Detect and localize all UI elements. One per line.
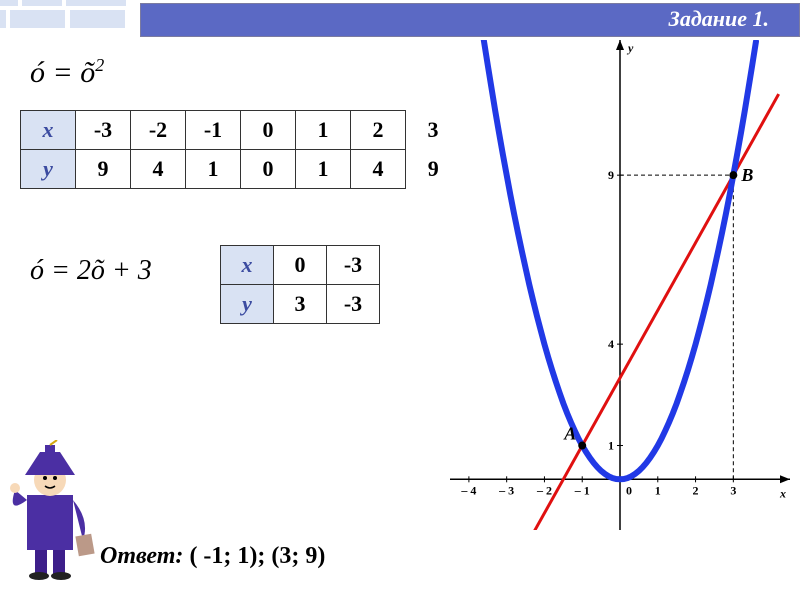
svg-text:А: А [563,424,576,444]
svg-text:3: 3 [730,483,736,497]
table2-x-1: -3 [327,246,380,285]
answer: Ответ: ( -1; 1); (3; 9) [100,543,325,570]
table1-y-2: 1 [186,150,241,189]
svg-text:9: 9 [608,168,614,182]
task-title: Задание 1. [669,4,799,32]
table1-y-0: 9 [76,150,131,189]
table1-x-2: -1 [186,111,241,150]
table1-x-4: 1 [296,111,351,150]
corner-decoration [0,0,140,32]
svg-text:4: 4 [608,337,614,351]
svg-text:1: 1 [608,439,614,453]
table1-y-1: 4 [131,150,186,189]
answer-label: Ответ: [100,543,183,569]
table1-x-0: -3 [76,111,131,150]
formula-2: ó = 2õ + 3 [30,255,152,287]
table2-x-0: 0 [274,246,327,285]
table-parabola: x -3 -2 -1 0 1 2 3 y 9 4 1 0 1 4 9 [20,110,461,189]
svg-text:x: x [779,486,786,500]
table1-rowlabel-y: y [21,150,76,189]
formula-1: ó = õ2 [30,55,104,90]
svg-text:– 2: – 2 [536,483,552,497]
table2-y-1: -3 [327,285,380,324]
graph: – 4 – 3 – 2 – 1 1 2 3 0 1 4 9 x y А В [450,40,790,530]
svg-text:– 4: – 4 [460,483,476,497]
svg-text:2: 2 [693,483,699,497]
mascot-icon [5,440,95,580]
svg-text:– 1: – 1 [574,483,590,497]
table1-rowlabel-x: x [21,111,76,150]
task-header: Задание 1. [140,3,800,37]
svg-text:1: 1 [655,483,661,497]
svg-text:y: y [626,41,634,55]
table2-y-0: 3 [274,285,327,324]
svg-text:В: В [740,165,753,185]
table1-x-3: 0 [241,111,296,150]
svg-text:– 3: – 3 [498,483,514,497]
table1-y-4: 1 [296,150,351,189]
svg-text:0: 0 [626,483,632,497]
table-line: x 0 -3 y 3 -3 [220,245,380,324]
table2-rowlabel-x: x [221,246,274,285]
answer-text: ( -1; 1); (3; 9) [189,543,325,569]
table1-y-5: 4 [351,150,406,189]
table2-rowlabel-y: y [221,285,274,324]
table1-y-3: 0 [241,150,296,189]
table1-x-5: 2 [351,111,406,150]
table1-x-1: -2 [131,111,186,150]
